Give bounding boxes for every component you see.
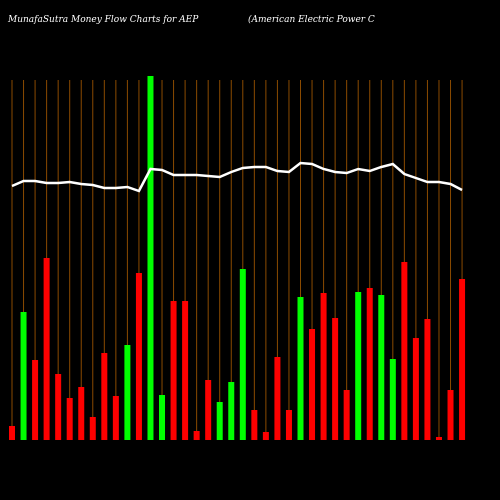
bar	[424, 319, 431, 440]
bar	[20, 312, 27, 440]
bar	[447, 390, 454, 440]
bar	[159, 395, 166, 440]
bar	[389, 359, 396, 440]
bar	[9, 426, 15, 440]
bar	[135, 273, 142, 440]
bar	[412, 338, 419, 440]
bar	[89, 417, 96, 440]
bar	[262, 432, 269, 440]
bar	[285, 410, 292, 440]
bar	[251, 410, 258, 440]
money-flow-line	[11, 161, 463, 193]
bar	[378, 295, 385, 440]
bar	[112, 396, 119, 440]
chart-subtitle: (American Electric Power C	[248, 14, 375, 25]
bar	[343, 390, 350, 440]
bar	[193, 431, 200, 440]
bar	[274, 357, 281, 440]
bar	[205, 380, 212, 440]
bar	[239, 269, 246, 440]
bar	[401, 262, 408, 440]
bar	[66, 398, 73, 440]
bar	[216, 402, 223, 440]
bar	[459, 279, 466, 440]
bar	[309, 329, 316, 440]
bar	[124, 345, 131, 440]
bar	[78, 387, 85, 440]
bar	[435, 437, 442, 440]
bar	[101, 353, 108, 440]
bar	[355, 292, 362, 440]
bar	[55, 374, 62, 440]
bar	[228, 382, 235, 440]
bar	[182, 301, 189, 440]
bar	[332, 318, 339, 440]
bar	[297, 297, 304, 440]
bar	[32, 360, 39, 440]
bar	[170, 301, 177, 440]
bar	[43, 258, 50, 440]
bar	[366, 288, 373, 440]
bar	[320, 293, 327, 440]
bar	[147, 76, 154, 440]
chart-title: MunafaSutra Money Flow Charts for AEP	[7, 15, 199, 25]
